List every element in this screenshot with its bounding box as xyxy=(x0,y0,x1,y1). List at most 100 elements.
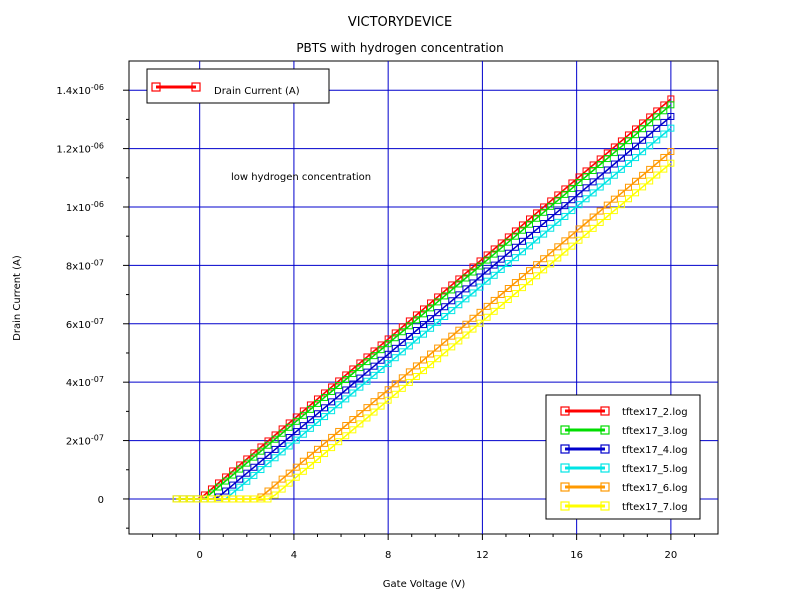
data-point xyxy=(540,230,548,238)
data-point xyxy=(469,268,477,276)
data-point xyxy=(377,392,385,400)
data-point xyxy=(547,260,555,268)
data-point xyxy=(582,219,590,227)
data-point xyxy=(313,399,321,407)
data-point xyxy=(427,304,435,312)
data-point xyxy=(639,125,647,133)
data-point xyxy=(420,321,427,329)
data-point xyxy=(250,495,258,503)
quantity-legend-label: Drain Current (A) xyxy=(214,86,300,97)
data-point xyxy=(646,177,654,185)
y-tick-label: 6x10-07 xyxy=(66,317,104,331)
data-point xyxy=(207,485,215,493)
data-point xyxy=(526,267,534,275)
data-point xyxy=(264,460,272,468)
data-point xyxy=(462,285,470,293)
data-point xyxy=(299,457,307,465)
data-point xyxy=(384,396,392,404)
data-point xyxy=(632,189,640,197)
data-point xyxy=(328,383,336,391)
data-point xyxy=(377,356,385,364)
data-point xyxy=(420,367,427,375)
data-point xyxy=(229,467,237,475)
data-point xyxy=(328,387,336,395)
data-point xyxy=(526,242,534,250)
data-point xyxy=(398,384,406,392)
data-point xyxy=(575,173,583,181)
data-point xyxy=(554,208,562,216)
data-point xyxy=(667,148,675,156)
data-point xyxy=(518,226,526,234)
legend-label: tftex17_6.log xyxy=(622,483,688,494)
data-point xyxy=(497,239,505,247)
data-point xyxy=(632,131,640,139)
data-point xyxy=(589,166,597,174)
legend-label: tftex17_3.log xyxy=(622,426,688,437)
data-point xyxy=(391,380,399,388)
data-point xyxy=(533,236,541,244)
data-point xyxy=(222,473,230,481)
series-line xyxy=(176,115,672,500)
data-point xyxy=(370,352,378,360)
data-point xyxy=(526,215,534,223)
data-point xyxy=(434,298,442,306)
data-point xyxy=(518,237,526,245)
data-point xyxy=(476,283,484,291)
data-point xyxy=(497,265,505,273)
data-point xyxy=(370,398,378,406)
data-point xyxy=(186,495,194,503)
data-point xyxy=(596,183,604,191)
data-point xyxy=(292,417,300,425)
data-point xyxy=(455,291,463,299)
data-point xyxy=(299,430,307,438)
legend-marker xyxy=(600,425,610,435)
legend-marker xyxy=(560,482,570,492)
series-tftex17_7.log xyxy=(172,159,675,503)
data-point xyxy=(257,447,265,455)
legend-marker xyxy=(600,501,610,511)
data-point xyxy=(448,332,456,340)
data-point xyxy=(617,165,625,173)
data-point xyxy=(455,337,463,345)
data-point xyxy=(349,389,357,397)
data-point xyxy=(384,335,392,343)
data-point xyxy=(667,159,675,167)
data-point xyxy=(356,410,364,418)
data-point xyxy=(589,178,597,186)
series-tftex17_4.log xyxy=(172,112,675,503)
data-point xyxy=(434,293,442,301)
data-point xyxy=(257,457,265,465)
y-tick-label: 2x10-07 xyxy=(66,434,104,448)
data-point xyxy=(257,466,265,474)
data-point xyxy=(518,221,526,229)
data-point xyxy=(624,195,632,203)
data-point xyxy=(363,358,371,366)
data-point xyxy=(405,368,413,376)
data-point xyxy=(222,477,230,485)
data-point xyxy=(490,307,498,315)
data-point xyxy=(469,325,477,333)
data-point xyxy=(646,165,654,173)
y-tick-label: 1x10-06 xyxy=(66,200,104,214)
data-point xyxy=(455,275,463,283)
data-point xyxy=(490,245,498,253)
data-point xyxy=(448,343,456,351)
data-point xyxy=(448,286,456,294)
data-point xyxy=(667,124,675,132)
data-point xyxy=(575,225,583,233)
data-point xyxy=(469,314,477,322)
data-point xyxy=(292,428,300,436)
y-tick-label: 1.4x10-06 xyxy=(56,83,104,97)
data-point xyxy=(462,295,470,303)
data-point xyxy=(511,254,519,262)
data-point xyxy=(462,331,470,339)
data-point xyxy=(328,398,336,406)
data-point xyxy=(427,315,435,323)
data-point xyxy=(646,130,654,138)
data-point xyxy=(434,355,442,363)
data-point xyxy=(582,172,590,180)
data-point xyxy=(554,191,562,199)
data-point xyxy=(342,422,350,430)
data-point xyxy=(540,219,548,227)
data-point xyxy=(328,433,336,441)
